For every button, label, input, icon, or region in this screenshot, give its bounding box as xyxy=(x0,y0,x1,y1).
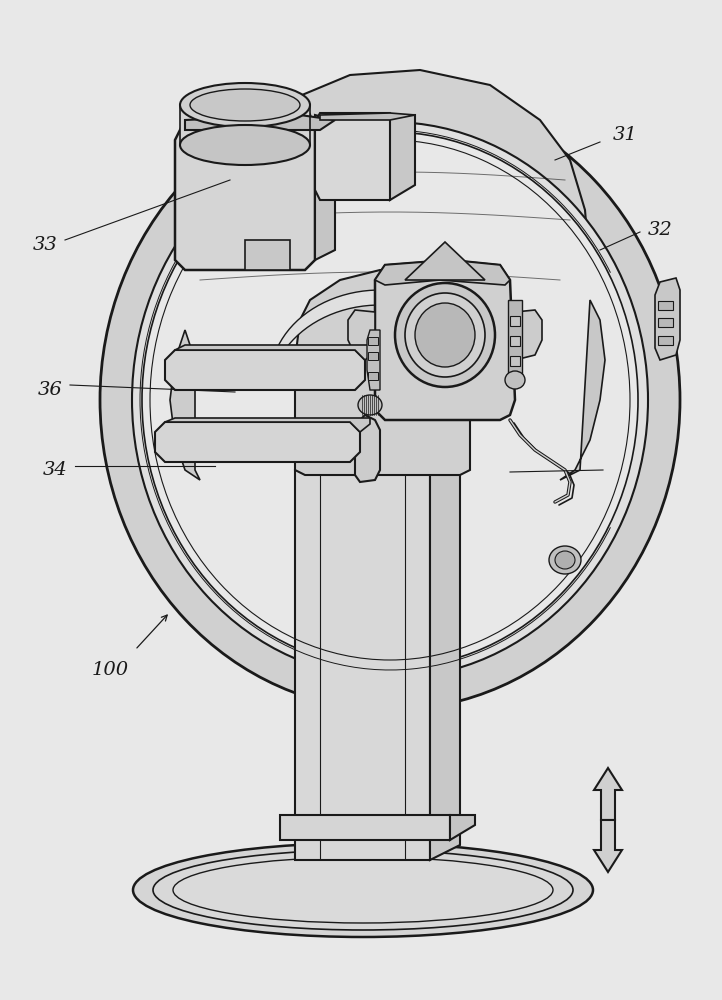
Ellipse shape xyxy=(415,303,475,367)
Polygon shape xyxy=(185,115,335,130)
Text: 31: 31 xyxy=(613,126,638,144)
Polygon shape xyxy=(295,470,430,860)
Text: 34: 34 xyxy=(43,461,67,479)
Text: 36: 36 xyxy=(38,381,62,399)
Ellipse shape xyxy=(132,122,648,678)
Ellipse shape xyxy=(153,850,573,930)
Polygon shape xyxy=(375,260,515,420)
Ellipse shape xyxy=(142,132,638,668)
Polygon shape xyxy=(175,100,315,270)
Text: 100: 100 xyxy=(92,661,129,679)
Polygon shape xyxy=(155,422,360,462)
Ellipse shape xyxy=(505,371,525,389)
Polygon shape xyxy=(355,415,380,482)
Polygon shape xyxy=(405,242,485,280)
Polygon shape xyxy=(175,345,375,360)
Polygon shape xyxy=(510,336,520,346)
Ellipse shape xyxy=(180,125,310,165)
Ellipse shape xyxy=(180,83,310,127)
Polygon shape xyxy=(367,330,380,390)
Polygon shape xyxy=(190,70,590,485)
Ellipse shape xyxy=(100,90,680,710)
Polygon shape xyxy=(180,105,310,145)
Polygon shape xyxy=(515,310,542,360)
Text: 32: 32 xyxy=(648,221,672,239)
Polygon shape xyxy=(594,820,622,872)
Polygon shape xyxy=(430,470,460,860)
Ellipse shape xyxy=(190,89,300,121)
Ellipse shape xyxy=(150,140,630,660)
Ellipse shape xyxy=(133,843,593,937)
Polygon shape xyxy=(277,290,483,364)
Polygon shape xyxy=(320,113,415,120)
Polygon shape xyxy=(375,260,510,285)
Polygon shape xyxy=(510,316,520,326)
Polygon shape xyxy=(170,330,200,480)
Polygon shape xyxy=(315,113,395,200)
Polygon shape xyxy=(508,300,522,375)
Polygon shape xyxy=(165,350,365,390)
Ellipse shape xyxy=(405,293,485,377)
Polygon shape xyxy=(658,336,673,345)
Text: 33: 33 xyxy=(32,236,57,254)
Polygon shape xyxy=(368,352,378,360)
Polygon shape xyxy=(315,115,335,260)
Polygon shape xyxy=(390,115,415,200)
Polygon shape xyxy=(658,301,673,310)
Polygon shape xyxy=(510,356,520,366)
Polygon shape xyxy=(450,815,475,840)
Polygon shape xyxy=(165,418,370,432)
Text: 26: 26 xyxy=(613,461,638,479)
Polygon shape xyxy=(368,337,378,345)
Ellipse shape xyxy=(358,395,382,415)
Ellipse shape xyxy=(549,546,581,574)
Ellipse shape xyxy=(173,857,553,923)
Ellipse shape xyxy=(395,283,495,387)
Polygon shape xyxy=(295,270,470,475)
Polygon shape xyxy=(348,310,375,360)
Polygon shape xyxy=(560,300,605,480)
Polygon shape xyxy=(368,372,378,380)
Ellipse shape xyxy=(555,551,575,569)
Polygon shape xyxy=(655,278,680,360)
Polygon shape xyxy=(280,815,450,840)
Polygon shape xyxy=(594,768,622,820)
Polygon shape xyxy=(245,240,290,270)
Polygon shape xyxy=(658,318,673,327)
